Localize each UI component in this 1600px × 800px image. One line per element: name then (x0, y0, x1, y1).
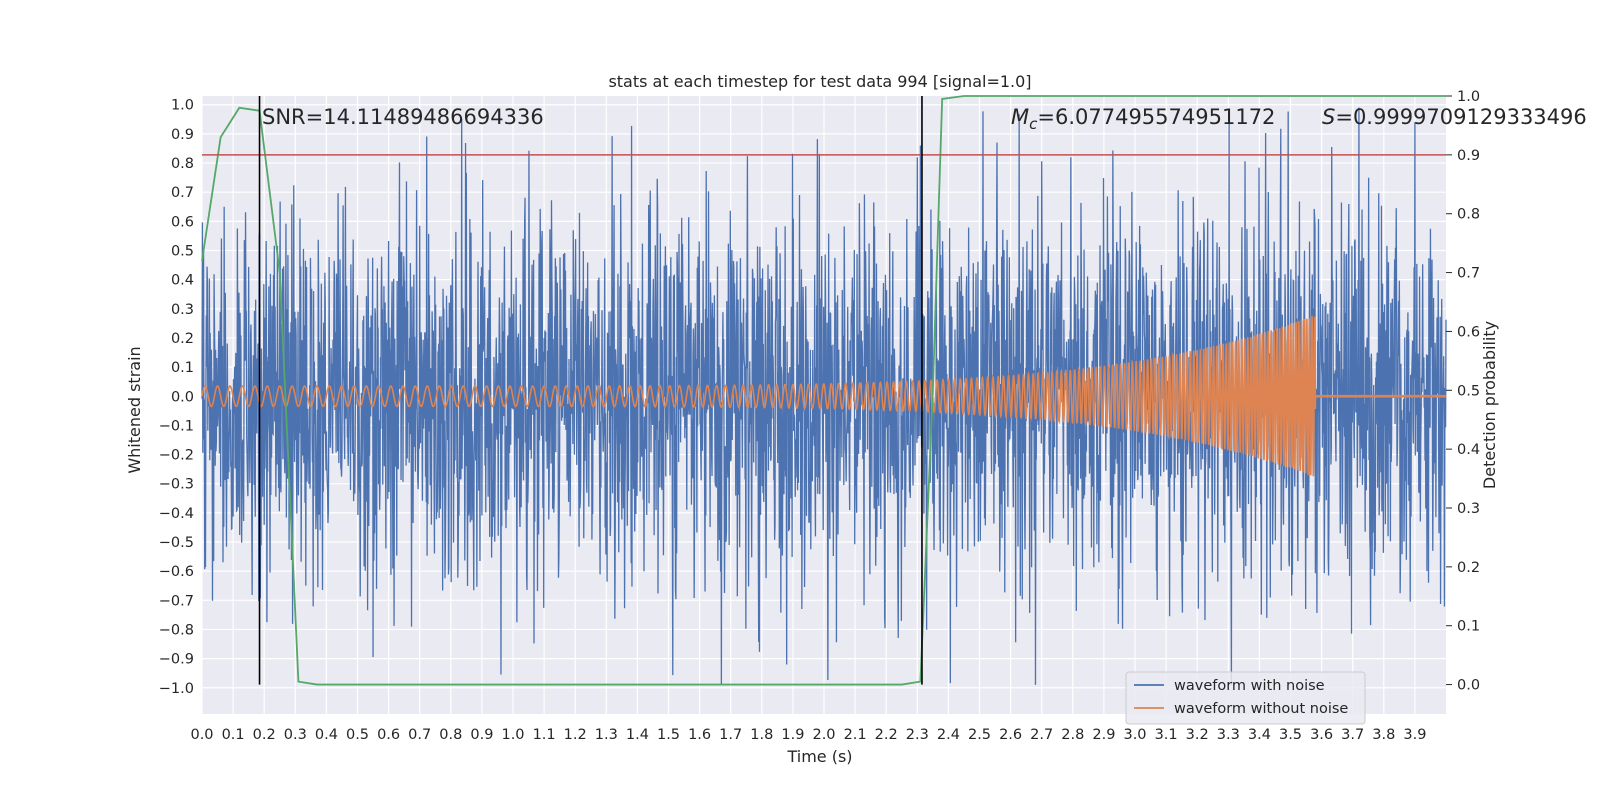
y2-tick-label: 0.5 (1457, 383, 1480, 399)
x-tick-label: 2.2 (875, 727, 898, 743)
y-tick-label: 0.0 (171, 389, 194, 405)
x-tick-label: 2.4 (937, 727, 960, 743)
x-tick-label: 0.9 (470, 727, 493, 743)
x-tick-label: 3.5 (1279, 727, 1302, 743)
legend-label-clean: waveform without noise (1174, 701, 1348, 717)
y2-tick-label: 0.1 (1457, 619, 1480, 635)
series-waveform-without-noise (201, 315, 1447, 477)
x-tick-label: 2.9 (1092, 727, 1115, 743)
snr-annotation: SNR=14.11489486694336 (262, 105, 544, 129)
series-detection-probability (201, 95, 1446, 686)
chirp-mass-symbol: M (1011, 105, 1029, 129)
clean-waveform-line (201, 315, 1447, 477)
chart-title: stats at each timestep for test data 994… (608, 72, 1031, 91)
x-tick-label: 3.8 (1372, 727, 1395, 743)
x-tick-label: 3.1 (1155, 727, 1178, 743)
y-tick-label: 0.7 (171, 185, 194, 201)
y-tick-label: −0.7 (159, 593, 194, 609)
detection-probability-line (201, 95, 1446, 686)
y-tick-label: −0.2 (159, 448, 194, 464)
y-tick-label: 1.0 (171, 98, 194, 114)
x-tick-label: 1.8 (750, 727, 773, 743)
x-tick-label: 3.9 (1403, 727, 1426, 743)
y2-tick-label: 0.3 (1457, 501, 1480, 517)
y-axis-ticks: 1.0 0.9 0.8 0.7 0.6 0.5 0.4 0.3 0.2 0.1 0.0 −0.1 −0.… (159, 98, 194, 697)
y2-tick-label: 0.8 (1457, 207, 1480, 223)
y-tick-label: −0.1 (159, 418, 194, 434)
x-tick-label: 1.5 (657, 727, 680, 743)
x-tick-label: 1.7 (719, 727, 742, 743)
x-axis-label: Time (s) (786, 747, 852, 766)
legend: waveform with noise waveform without noi… (1125, 671, 1366, 725)
y2-tick-label: 0.0 (1457, 678, 1480, 694)
y2-axis-label: Detection probability (1480, 321, 1499, 489)
y-tick-label: 0.4 (171, 273, 194, 289)
x-tick-label: 2.6 (999, 727, 1022, 743)
legend-label-noise: waveform with noise (1174, 678, 1325, 694)
y2-tick-label: 0.9 (1457, 148, 1480, 164)
x-tick-label: 0.3 (284, 727, 307, 743)
y2-tick-label: 0.7 (1457, 266, 1480, 282)
x-tick-label: 0.0 (190, 727, 213, 743)
x-tick-label: 0.4 (315, 727, 338, 743)
y2-axis-ticks: 1.0 0.9 0.8 0.7 0.6 0.5 0.4 0.3 0.2 0.1 0.0 (1446, 89, 1480, 694)
x-tick-label: 1.0 (501, 727, 524, 743)
x-tick-label: 2.5 (968, 727, 991, 743)
y-tick-label: 0.2 (171, 331, 194, 347)
y2-tick-label: 0.6 (1457, 324, 1480, 340)
x-tick-label: 2.0 (812, 727, 835, 743)
y-tick-label: −0.8 (159, 622, 194, 638)
x-tick-label: 1.2 (564, 727, 587, 743)
y-axis-label: Whitened strain (125, 346, 144, 473)
y-tick-label: 0.6 (171, 214, 194, 230)
x-tick-label: 3.6 (1310, 727, 1333, 743)
y-tick-label: −0.9 (159, 652, 194, 668)
y2-tick-label: 1.0 (1457, 89, 1480, 105)
x-tick-label: 2.8 (1061, 727, 1084, 743)
x-tick-label: 2.1 (844, 727, 867, 743)
y2-tick-label: 0.2 (1457, 560, 1480, 576)
overlays (202, 96, 1446, 685)
y-tick-label: 0.8 (171, 156, 194, 172)
y-tick-label: 0.1 (171, 360, 194, 376)
x-tick-label: 1.4 (626, 727, 649, 743)
chirp-mass-value: =6.077495574951172 (1037, 105, 1275, 129)
x-tick-label: 2.3 (906, 727, 929, 743)
legend-box (1125, 671, 1366, 725)
y-tick-label: −1.0 (159, 681, 194, 697)
y-tick-label: 0.3 (171, 302, 194, 318)
x-tick-label: 3.7 (1341, 727, 1364, 743)
y-tick-label: −0.4 (159, 506, 194, 522)
x-tick-label: 1.1 (533, 727, 556, 743)
x-tick-label: 0.5 (346, 727, 369, 743)
x-tick-label: 0.2 (253, 727, 276, 743)
y-tick-label: −0.6 (159, 564, 194, 580)
x-tick-label: 0.8 (439, 727, 462, 743)
x-tick-label: 0.1 (222, 727, 245, 743)
x-tick-label: 1.6 (688, 727, 711, 743)
x-tick-label: 0.6 (377, 727, 400, 743)
chirp-mass-annotation: Mc=6.077495574951172 (1011, 105, 1275, 133)
x-axis-ticks: 0.0 0.1 0.2 0.3 0.4 0.5 0.6 0.7 0.8 0.9 1.0 1.1 1.2 1… (190, 727, 1426, 743)
x-tick-label: 3.3 (1217, 727, 1240, 743)
y2-tick-label: 0.4 (1457, 442, 1480, 458)
x-tick-label: 1.9 (781, 727, 804, 743)
y-tick-label: 0.5 (171, 244, 194, 260)
y-tick-label: −0.3 (159, 477, 194, 493)
y-tick-label: −0.5 (159, 535, 194, 551)
chirp-mass-subscript: c (1029, 115, 1038, 133)
x-tick-label: 0.7 (408, 727, 431, 743)
x-tick-label: 3.0 (1123, 727, 1146, 743)
score-annotation: S=0.9999709129333496 (1322, 105, 1587, 129)
x-tick-label: 3.4 (1248, 727, 1271, 743)
x-tick-label: 3.2 (1186, 727, 1209, 743)
y-tick-label: 0.9 (171, 127, 194, 143)
x-tick-label: 1.3 (595, 727, 618, 743)
x-tick-label: 2.7 (1030, 727, 1053, 743)
score-symbol: S (1322, 105, 1335, 129)
score-value: =0.9999709129333496 (1335, 105, 1586, 129)
